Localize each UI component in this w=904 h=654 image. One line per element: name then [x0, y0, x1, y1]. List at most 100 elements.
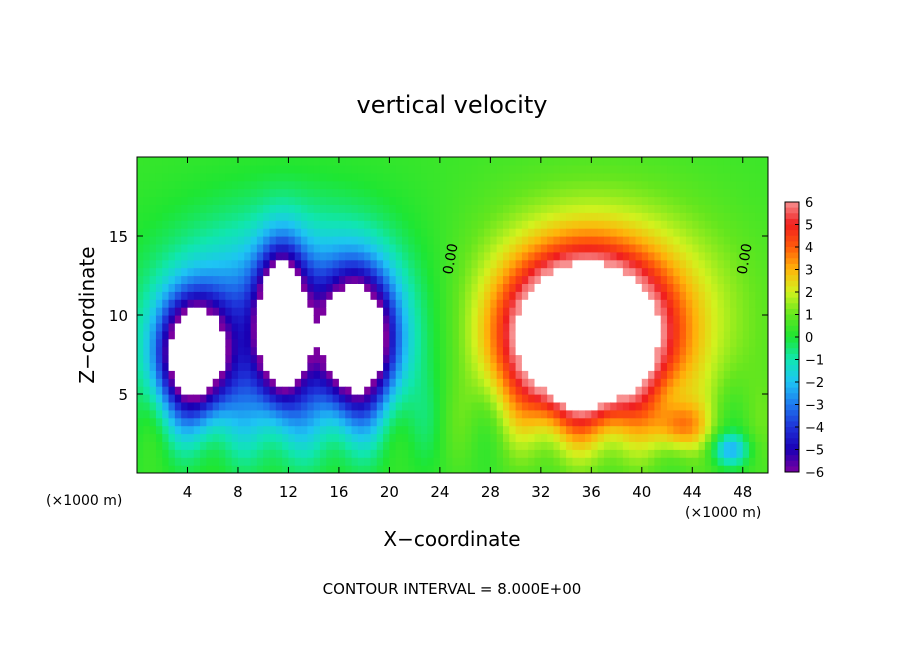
- field-cell: [395, 370, 403, 379]
- field-cell: [231, 228, 239, 237]
- field-cell: [679, 465, 687, 473]
- colorbar-swatch: [785, 230, 799, 237]
- field-cell: [282, 378, 290, 387]
- field-cell: [559, 275, 567, 284]
- field-cell: [420, 267, 428, 277]
- field-cell: [143, 370, 151, 379]
- field-cell: [679, 330, 687, 340]
- field-cell: [742, 441, 750, 450]
- field-cell: [603, 204, 611, 213]
- field-cell: [200, 338, 208, 348]
- field-cell: [654, 243, 662, 253]
- field-cell: [326, 386, 334, 395]
- field-cell: [755, 236, 763, 245]
- field-cell: [200, 346, 208, 356]
- field-cell: [446, 164, 454, 174]
- field-cell: [206, 417, 214, 427]
- field-cell: [761, 354, 768, 363]
- field-cell: [294, 362, 302, 371]
- field-cell: [231, 338, 239, 348]
- field-cell: [193, 236, 201, 245]
- field-cell: [301, 346, 308, 356]
- field-cell: [174, 370, 182, 379]
- field-cell: [534, 417, 542, 427]
- field-cell: [528, 251, 536, 261]
- field-cell: [629, 441, 637, 450]
- field-cell: [673, 172, 681, 182]
- field-cell: [736, 409, 744, 419]
- field-cell: [692, 243, 700, 253]
- field-cell: [313, 299, 321, 308]
- field-cell: [282, 338, 290, 348]
- field-cell: [452, 354, 460, 363]
- field-cell: [711, 417, 719, 427]
- field-cell: [402, 362, 409, 371]
- field-cell: [723, 465, 731, 473]
- field-cell: [610, 157, 618, 166]
- field-cell: [231, 354, 239, 363]
- field-cell: [326, 291, 334, 300]
- field-cell: [711, 338, 719, 348]
- field-cell: [641, 283, 649, 292]
- field-cell: [408, 196, 416, 205]
- field-cell: [225, 259, 233, 269]
- field-cell: [301, 362, 308, 371]
- field-cell: [496, 457, 504, 466]
- field-cell: [319, 291, 327, 300]
- field-cell: [168, 401, 176, 411]
- field-cell: [313, 283, 321, 292]
- field-cell: [704, 338, 712, 348]
- field-cell: [616, 172, 624, 182]
- field-cell: [673, 307, 681, 316]
- field-cell: [685, 236, 693, 245]
- field-cell: [673, 220, 681, 229]
- field-cell: [263, 330, 271, 340]
- field-cell: [364, 378, 372, 387]
- field-cell: [282, 386, 290, 395]
- field-cell: [622, 425, 630, 435]
- field-cell: [269, 409, 277, 419]
- field-cell: [641, 322, 649, 332]
- field-cell: [502, 291, 510, 300]
- field-cell: [736, 330, 744, 340]
- field-cell: [622, 394, 630, 403]
- field-cell: [458, 441, 466, 450]
- field-cell: [351, 275, 359, 284]
- field-cell: [376, 425, 384, 435]
- field-cell: [528, 401, 536, 411]
- field-cell: [679, 180, 687, 190]
- field-cell: [591, 425, 599, 435]
- field-cell: [585, 275, 592, 284]
- field-cell: [357, 330, 365, 340]
- field-cell: [660, 370, 668, 379]
- field-cell: [521, 346, 529, 356]
- field-cell: [351, 291, 359, 300]
- field-cell: [250, 465, 258, 473]
- field-cell: [225, 386, 233, 395]
- field-cell: [263, 394, 271, 403]
- field-cell: [149, 370, 157, 379]
- field-cell: [629, 457, 637, 466]
- field-cell: [439, 370, 447, 379]
- field-cell: [484, 378, 491, 387]
- field-cell: [364, 180, 372, 190]
- field-cell: [761, 172, 768, 182]
- field-cell: [698, 243, 706, 253]
- field-cell: [597, 465, 605, 473]
- field-cell: [458, 370, 466, 379]
- field-cell: [635, 283, 643, 292]
- field-cell: [471, 299, 479, 308]
- field-cell: [301, 275, 308, 284]
- field-cell: [704, 449, 712, 458]
- field-cell: [408, 378, 416, 387]
- field-cell: [288, 243, 296, 253]
- field-cell: [206, 409, 214, 419]
- field-cell: [212, 275, 220, 284]
- field-cell: [635, 322, 643, 332]
- field-cell: [383, 417, 390, 427]
- field-cell: [496, 322, 504, 332]
- field-cell: [704, 441, 712, 450]
- field-cell: [174, 204, 182, 213]
- field-cell: [667, 330, 674, 340]
- field-cell: [521, 204, 529, 213]
